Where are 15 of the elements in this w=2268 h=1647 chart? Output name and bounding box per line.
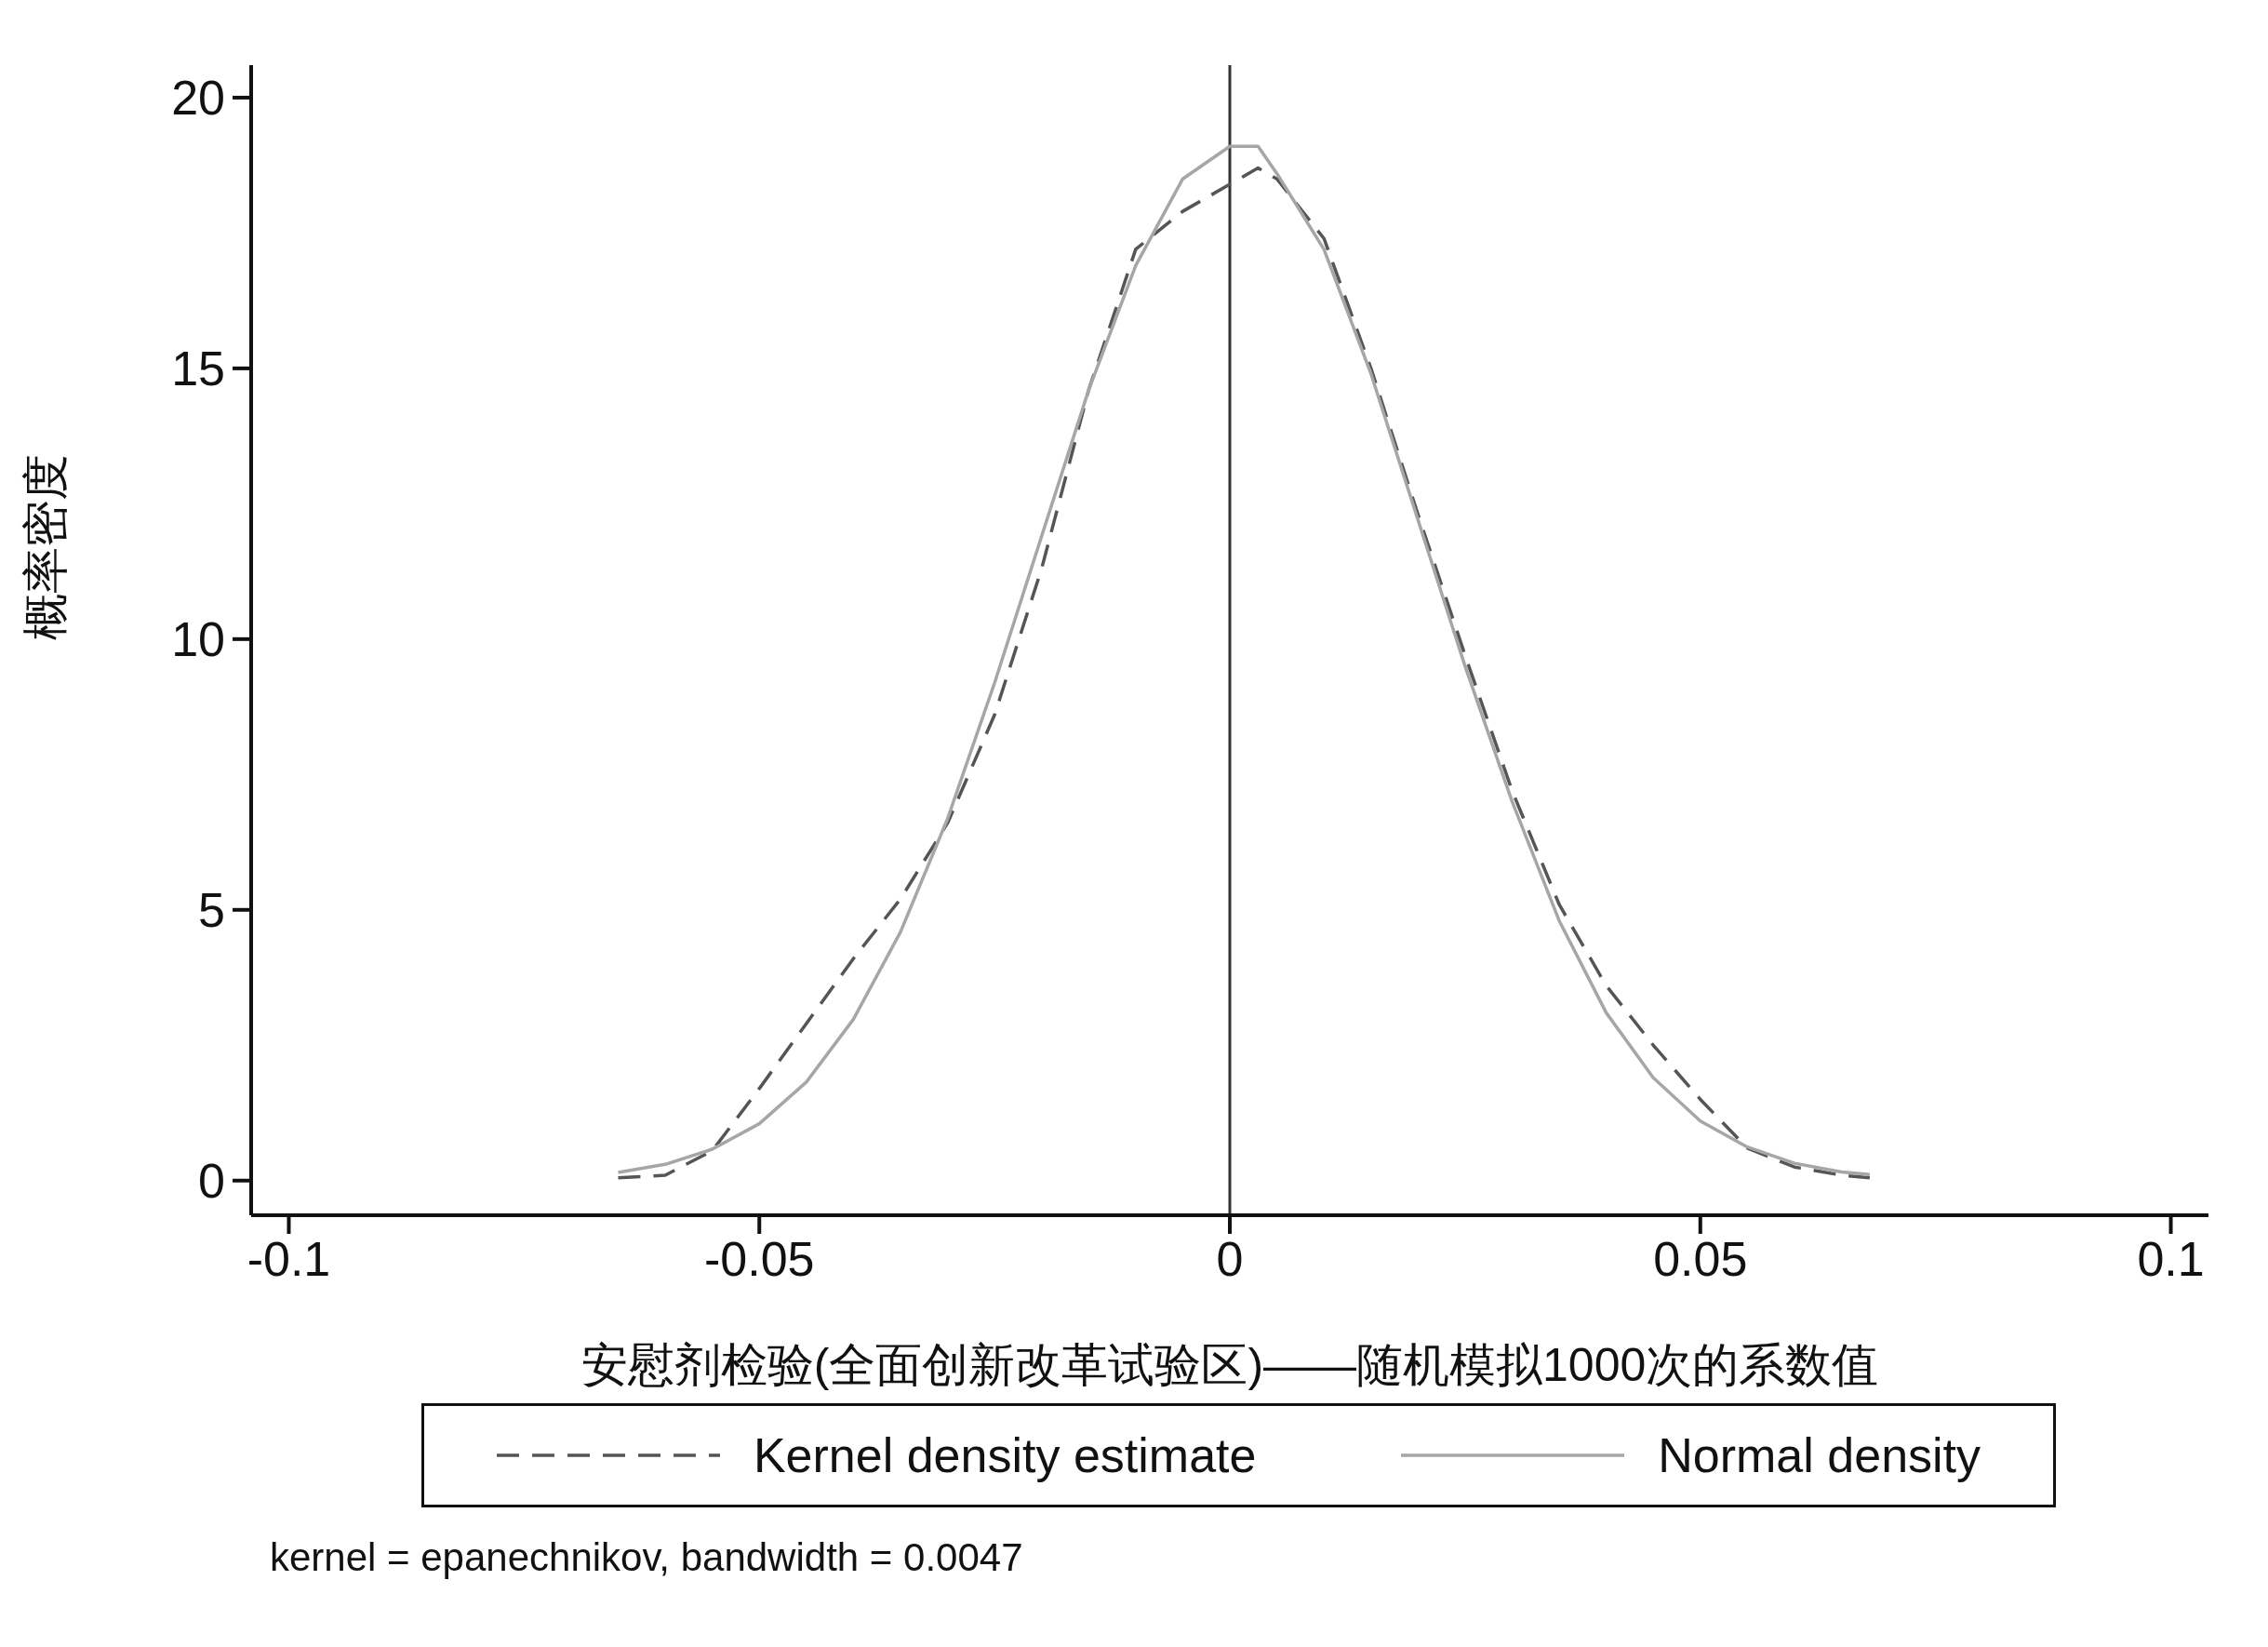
legend-label: Kernel density estimate bbox=[753, 1427, 1257, 1483]
y-tick-label: 15 bbox=[171, 341, 225, 396]
y-tick-label: 10 bbox=[171, 612, 225, 667]
x-tick-label: 0.05 bbox=[1653, 1231, 1748, 1286]
x-tick-label: 0.1 bbox=[2137, 1231, 2205, 1286]
y-tick-label: 5 bbox=[198, 883, 225, 938]
text: kernel = epanechnikov, bandwidth = 0.0047 bbox=[270, 1535, 1023, 1580]
x-tick-label: 0 bbox=[1216, 1231, 1244, 1286]
x-tick-label: -0.1 bbox=[247, 1231, 331, 1286]
x-tick-label: -0.05 bbox=[703, 1231, 815, 1286]
y-tick-label: 0 bbox=[198, 1154, 225, 1209]
legend-label: Normal density bbox=[1658, 1427, 1981, 1483]
y-axis-title: 概率密度 bbox=[19, 454, 72, 640]
x-axis-title: 安慰剂检验(全面创新改革试验区)——随机模拟1000次的系数值 bbox=[580, 1339, 1879, 1391]
y-tick-label: 20 bbox=[171, 71, 225, 126]
